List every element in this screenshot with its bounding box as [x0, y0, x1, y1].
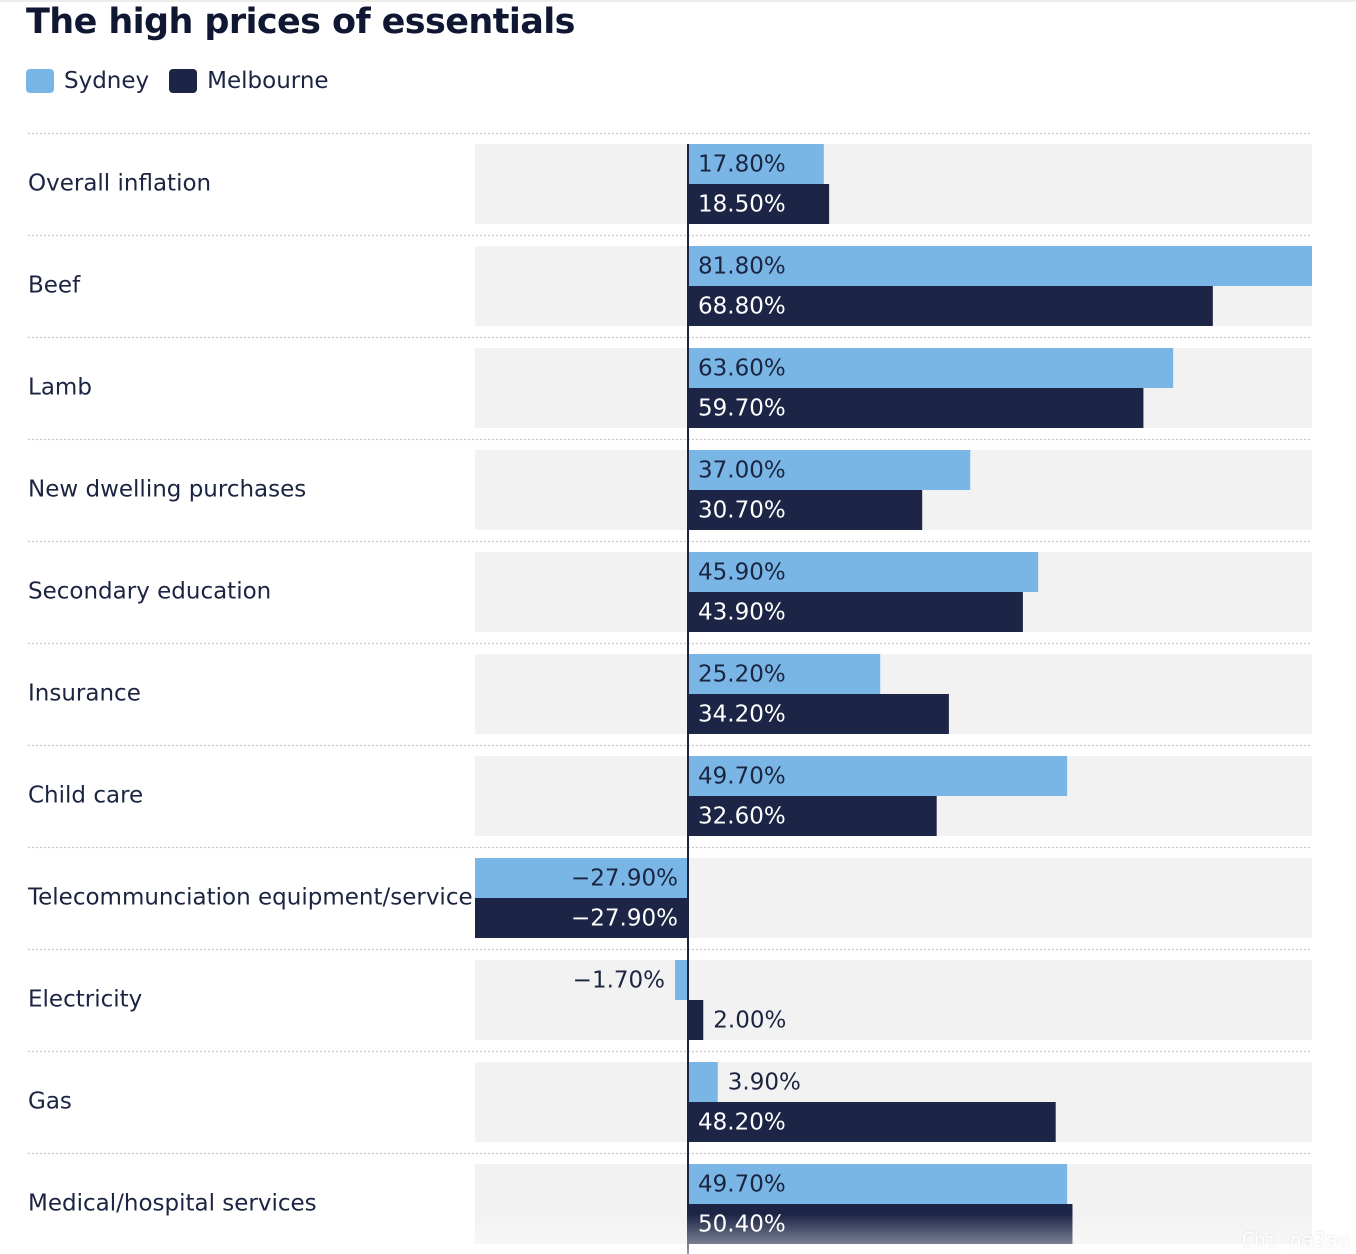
bar-sydney: [688, 1062, 718, 1102]
bar-melbourne: [688, 490, 923, 530]
data-label-melbourne: 50.40%: [698, 1212, 786, 1238]
data-label-melbourne: 18.50%: [698, 192, 786, 218]
bar-sydney: [475, 858, 688, 898]
data-label-sydney: 3.90%: [728, 1070, 801, 1096]
bar-melbourne: [688, 694, 949, 734]
bar-sydney: [688, 348, 1174, 388]
legend-item-sydney: Sydney: [26, 68, 149, 94]
data-label-sydney: 45.90%: [698, 560, 786, 586]
category-label: Insurance: [28, 681, 141, 707]
data-label-sydney: 49.70%: [698, 1172, 786, 1198]
bar-sydney: [688, 144, 824, 184]
legend: Sydney Melbourne: [26, 66, 349, 96]
bar-melbourne: [688, 1102, 1056, 1142]
data-label-melbourne: 68.80%: [698, 294, 786, 320]
category-label: Overall inflation: [28, 171, 211, 197]
legend-label-melbourne: Melbourne: [207, 68, 329, 94]
row-background: [475, 144, 1312, 224]
category-label: New dwelling purchases: [28, 477, 306, 503]
data-label-sydney: 37.00%: [698, 458, 786, 484]
bar-sydney: [688, 1164, 1068, 1204]
bar-sydney: [688, 450, 971, 490]
bar-sydney: [688, 654, 881, 694]
data-label-sydney: 81.80%: [698, 254, 786, 280]
data-label-melbourne: −27.90%: [571, 906, 678, 932]
bar-melbourne: [688, 796, 937, 836]
legend-swatch-sydney: [26, 69, 54, 93]
chart-title: The high prices of essentials: [26, 2, 575, 42]
bar-melbourne: [475, 898, 688, 938]
data-label-melbourne: 34.20%: [698, 702, 786, 728]
data-label-melbourne: 32.60%: [698, 804, 786, 830]
category-label: Electricity: [28, 987, 142, 1013]
bar-sydney: [688, 246, 1312, 286]
row-background: [475, 960, 1312, 1040]
category-label: Lamb: [28, 375, 92, 401]
data-label-melbourne: 59.70%: [698, 396, 786, 422]
top-rule: [0, 0, 1356, 2]
data-label-sydney: 49.70%: [698, 764, 786, 790]
data-label-melbourne: 43.90%: [698, 600, 786, 626]
data-label-sydney: 25.20%: [698, 662, 786, 688]
watermark: Chi na2au: [1241, 1228, 1350, 1252]
data-label-sydney: 17.80%: [698, 152, 786, 178]
bar-melbourne: [688, 592, 1023, 632]
bar-melbourne: [688, 286, 1213, 326]
data-label-melbourne: 2.00%: [713, 1008, 786, 1034]
legend-item-melbourne: Melbourne: [169, 68, 329, 94]
category-label: Gas: [28, 1089, 72, 1115]
bar-sydney: [688, 552, 1039, 592]
legend-swatch-melbourne: [169, 69, 198, 93]
bar-sydney: [675, 960, 688, 1000]
bar-melbourne: [688, 184, 830, 224]
bar-melbourne: [688, 388, 1144, 428]
legend-label-sydney: Sydney: [64, 68, 150, 94]
data-label-sydney: 63.60%: [698, 356, 786, 382]
data-label-sydney: −27.90%: [571, 866, 678, 892]
category-label: Telecommunciation equipment/service: [27, 885, 473, 911]
category-label: Child care: [28, 783, 143, 809]
data-label-melbourne: 48.20%: [698, 1110, 786, 1136]
bar-melbourne: [688, 1000, 704, 1040]
category-label: Beef: [28, 273, 81, 299]
category-label: Secondary education: [28, 579, 271, 605]
data-label-melbourne: 30.70%: [698, 498, 786, 524]
bar-sydney: [688, 756, 1068, 796]
category-label: Medical/hospital services: [28, 1191, 317, 1217]
data-label-sydney: −1.70%: [573, 968, 665, 994]
